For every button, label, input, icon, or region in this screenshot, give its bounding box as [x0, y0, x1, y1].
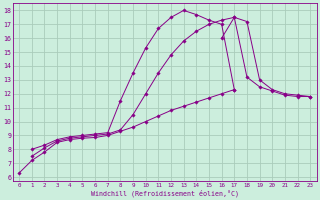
- X-axis label: Windchill (Refroidissement éolien,°C): Windchill (Refroidissement éolien,°C): [91, 189, 239, 197]
